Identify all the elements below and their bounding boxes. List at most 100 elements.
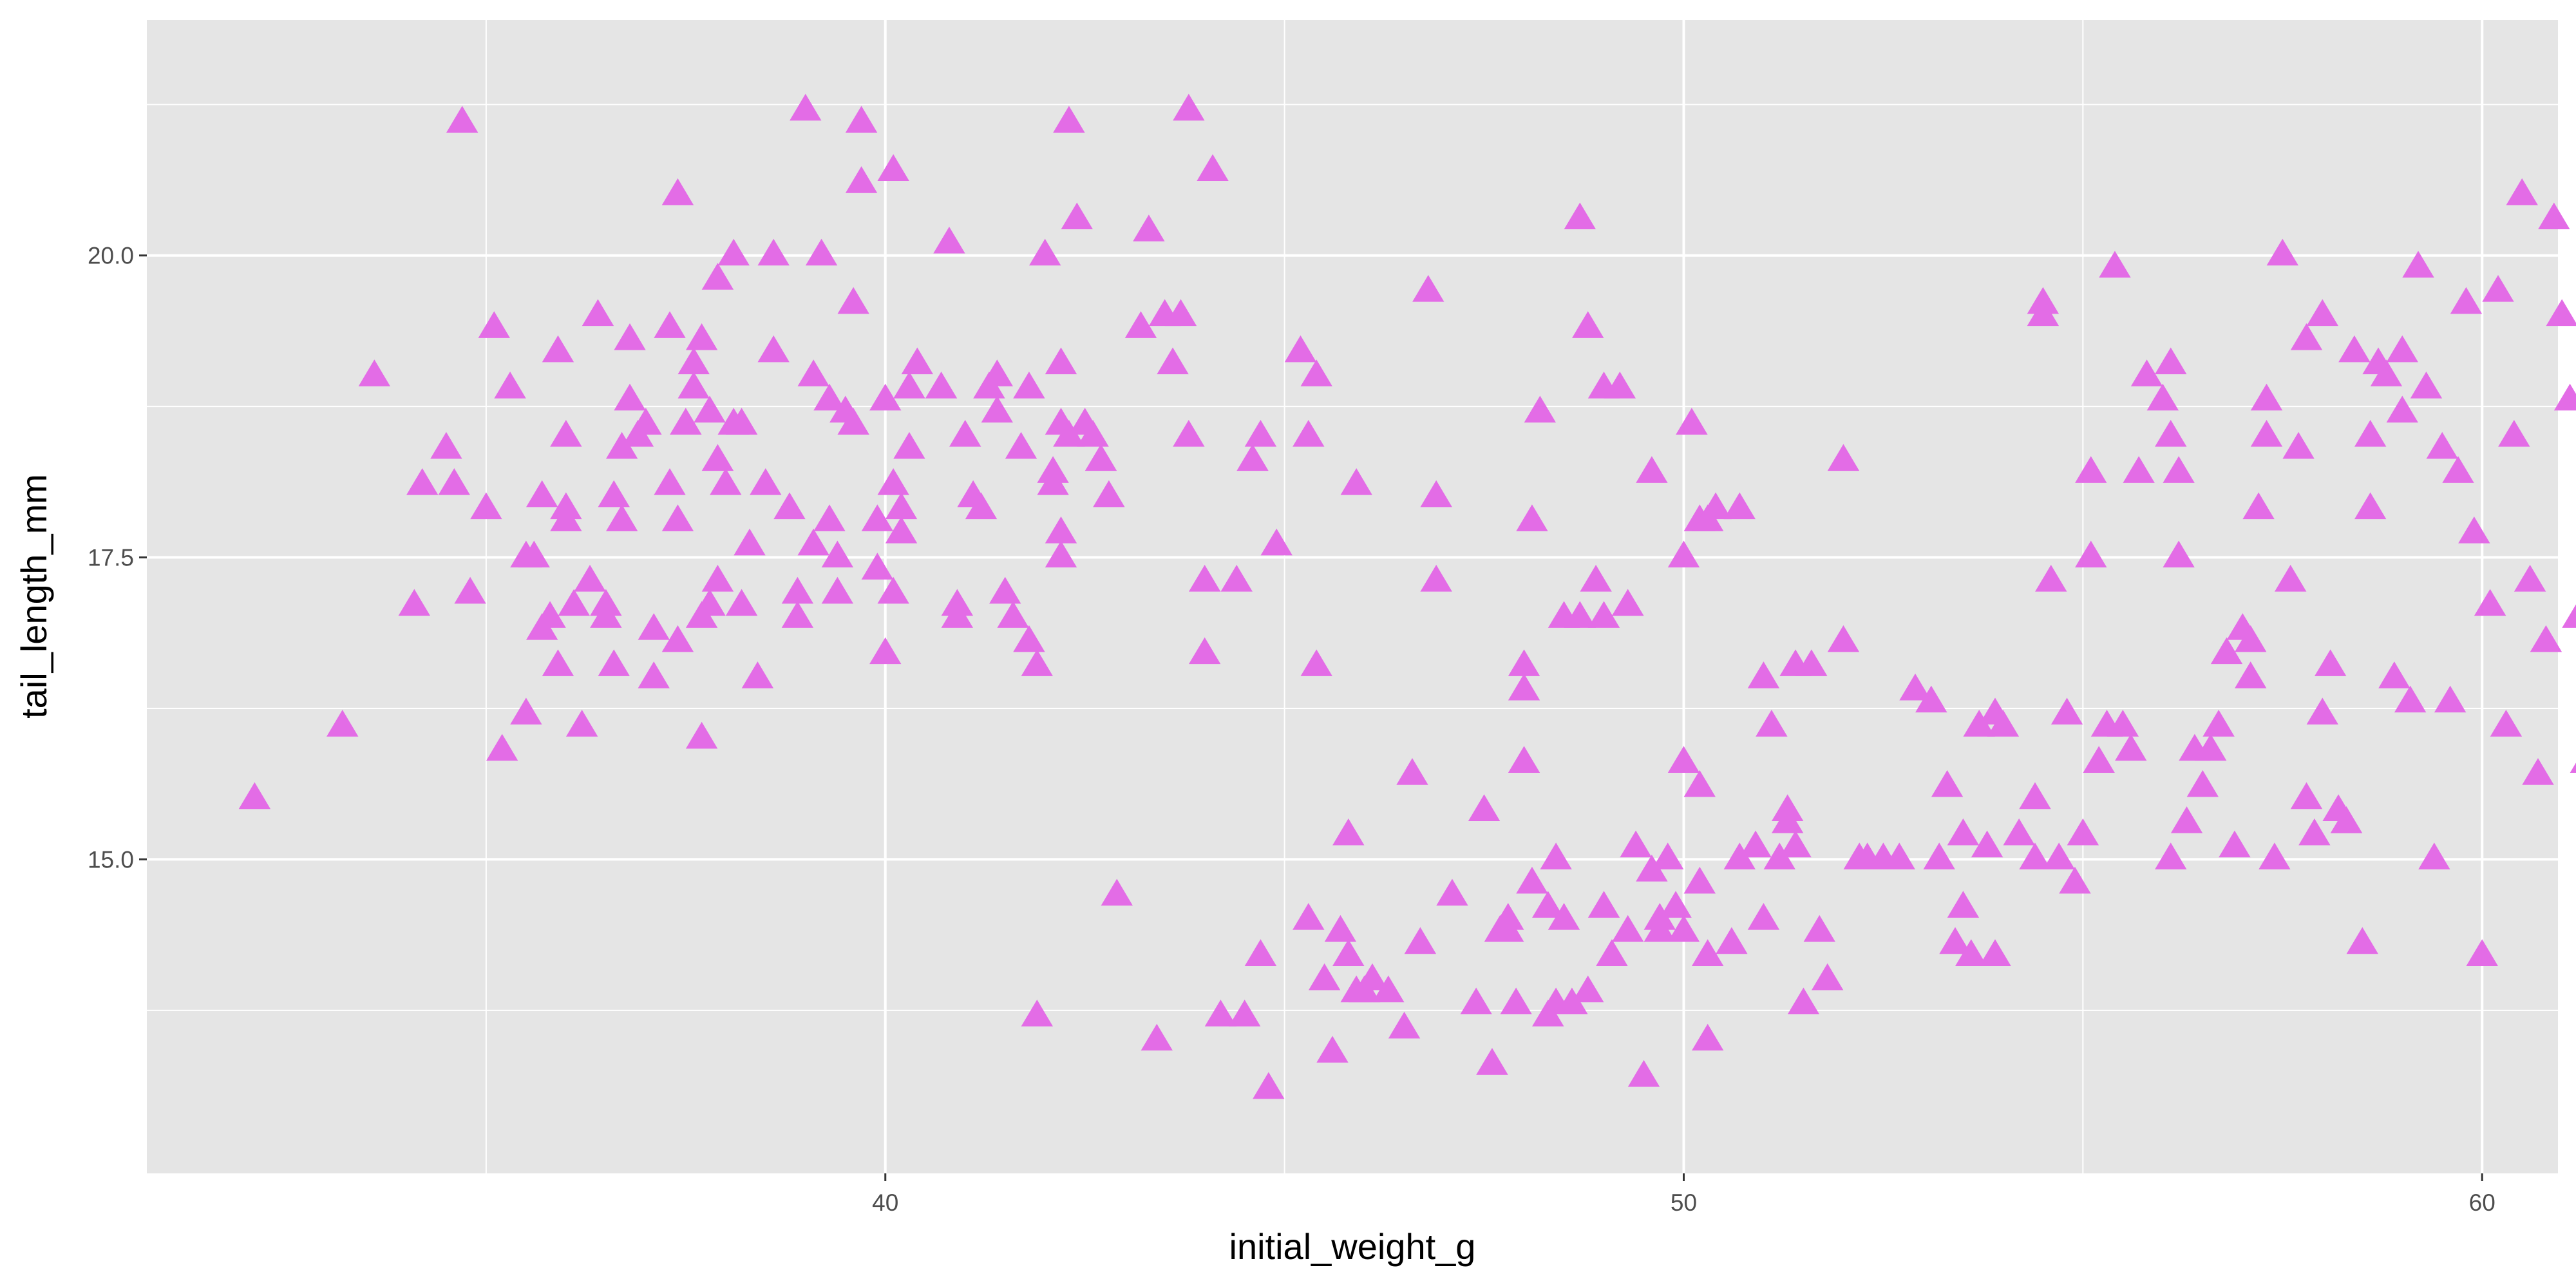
data-point <box>2282 431 2315 459</box>
data-point <box>1077 420 1109 447</box>
data-point <box>1228 999 1261 1027</box>
data-point <box>2050 697 2083 724</box>
data-point <box>2242 492 2275 520</box>
data-point <box>2186 770 2219 797</box>
data-point <box>1636 855 1668 882</box>
data-point <box>1923 842 1955 869</box>
data-point <box>2386 335 2418 363</box>
data-point <box>1636 456 1668 483</box>
data-point <box>781 601 814 628</box>
data-point <box>725 408 758 435</box>
data-point <box>558 589 590 616</box>
data-point <box>2075 456 2107 483</box>
data-point <box>821 576 854 604</box>
data-point <box>1947 891 1980 918</box>
data-point <box>605 504 638 531</box>
data-point <box>2522 758 2554 785</box>
data-point <box>398 589 431 616</box>
data-point <box>1723 492 1756 520</box>
data-point <box>1468 794 1501 821</box>
data-point <box>1508 649 1540 676</box>
data-point <box>630 408 662 435</box>
data-point <box>2075 540 2107 568</box>
data-point <box>406 468 439 495</box>
y-tick-label: 17.5 <box>88 545 134 571</box>
data-point <box>821 540 854 568</box>
data-point <box>670 408 702 435</box>
data-point <box>1683 866 1716 894</box>
data-point <box>1420 480 1452 507</box>
data-point <box>1771 794 1804 821</box>
data-point <box>2235 661 2267 688</box>
data-point <box>574 565 606 592</box>
data-point <box>2354 420 2387 447</box>
data-point <box>2067 818 2099 846</box>
data-point <box>1700 492 1732 520</box>
data-point <box>2506 178 2538 205</box>
data-point <box>869 637 902 665</box>
data-point <box>1284 335 1317 363</box>
data-point <box>2155 420 2187 447</box>
data-point <box>454 576 486 604</box>
data-point <box>1244 939 1277 967</box>
data-point <box>1332 818 1365 846</box>
data-point <box>2562 604 2576 628</box>
data-point <box>2538 202 2570 230</box>
data-point <box>861 553 894 580</box>
data-point <box>2530 625 2562 652</box>
data-point <box>965 492 998 520</box>
x-axis: 40 50 60 <box>872 1173 2496 1216</box>
data-point <box>813 504 846 531</box>
data-point <box>614 323 646 350</box>
data-point <box>773 492 806 520</box>
data-point <box>2163 540 2195 568</box>
data-point <box>542 649 574 676</box>
y-tick-label: 15.0 <box>88 846 134 873</box>
data-point <box>2482 274 2514 302</box>
data-point <box>949 420 981 447</box>
data-point <box>661 178 694 205</box>
data-point <box>925 371 958 399</box>
data-point <box>2394 685 2427 713</box>
data-point <box>2466 939 2498 967</box>
data-point <box>1045 516 1077 544</box>
data-point <box>2514 565 2546 592</box>
data-point <box>1739 830 1772 858</box>
data-point <box>941 601 974 628</box>
data-point <box>2099 251 2131 278</box>
data-point <box>1037 468 1069 495</box>
data-point <box>1963 710 1995 737</box>
data-point <box>2378 661 2410 688</box>
data-point <box>2474 589 2506 616</box>
data-point <box>1803 914 1835 942</box>
data-point <box>526 480 558 507</box>
data-point <box>1061 202 1093 230</box>
data-point <box>1643 903 1676 930</box>
data-point <box>1676 408 1708 435</box>
data-point <box>2290 782 2323 810</box>
data-point <box>2130 359 2163 386</box>
data-point <box>550 492 582 520</box>
data-point <box>1101 878 1133 906</box>
data-point <box>1827 625 1860 652</box>
data-point <box>837 408 869 435</box>
data-point <box>1173 420 1205 447</box>
data-point <box>1651 842 1684 869</box>
data-point <box>446 106 478 133</box>
data-point <box>1188 565 1221 592</box>
data-point <box>1388 1011 1421 1039</box>
data-point <box>2402 251 2434 278</box>
data-point <box>1660 891 1692 918</box>
data-point <box>494 371 526 399</box>
data-point <box>1013 625 1045 652</box>
data-point <box>1412 274 1444 302</box>
data-point <box>2546 299 2576 327</box>
data-point <box>2250 383 2283 411</box>
data-point <box>1811 963 1844 990</box>
data-point <box>1931 770 1964 797</box>
data-point <box>1188 637 1221 665</box>
data-point <box>550 420 582 447</box>
data-point <box>837 287 869 314</box>
data-point <box>2370 359 2403 386</box>
